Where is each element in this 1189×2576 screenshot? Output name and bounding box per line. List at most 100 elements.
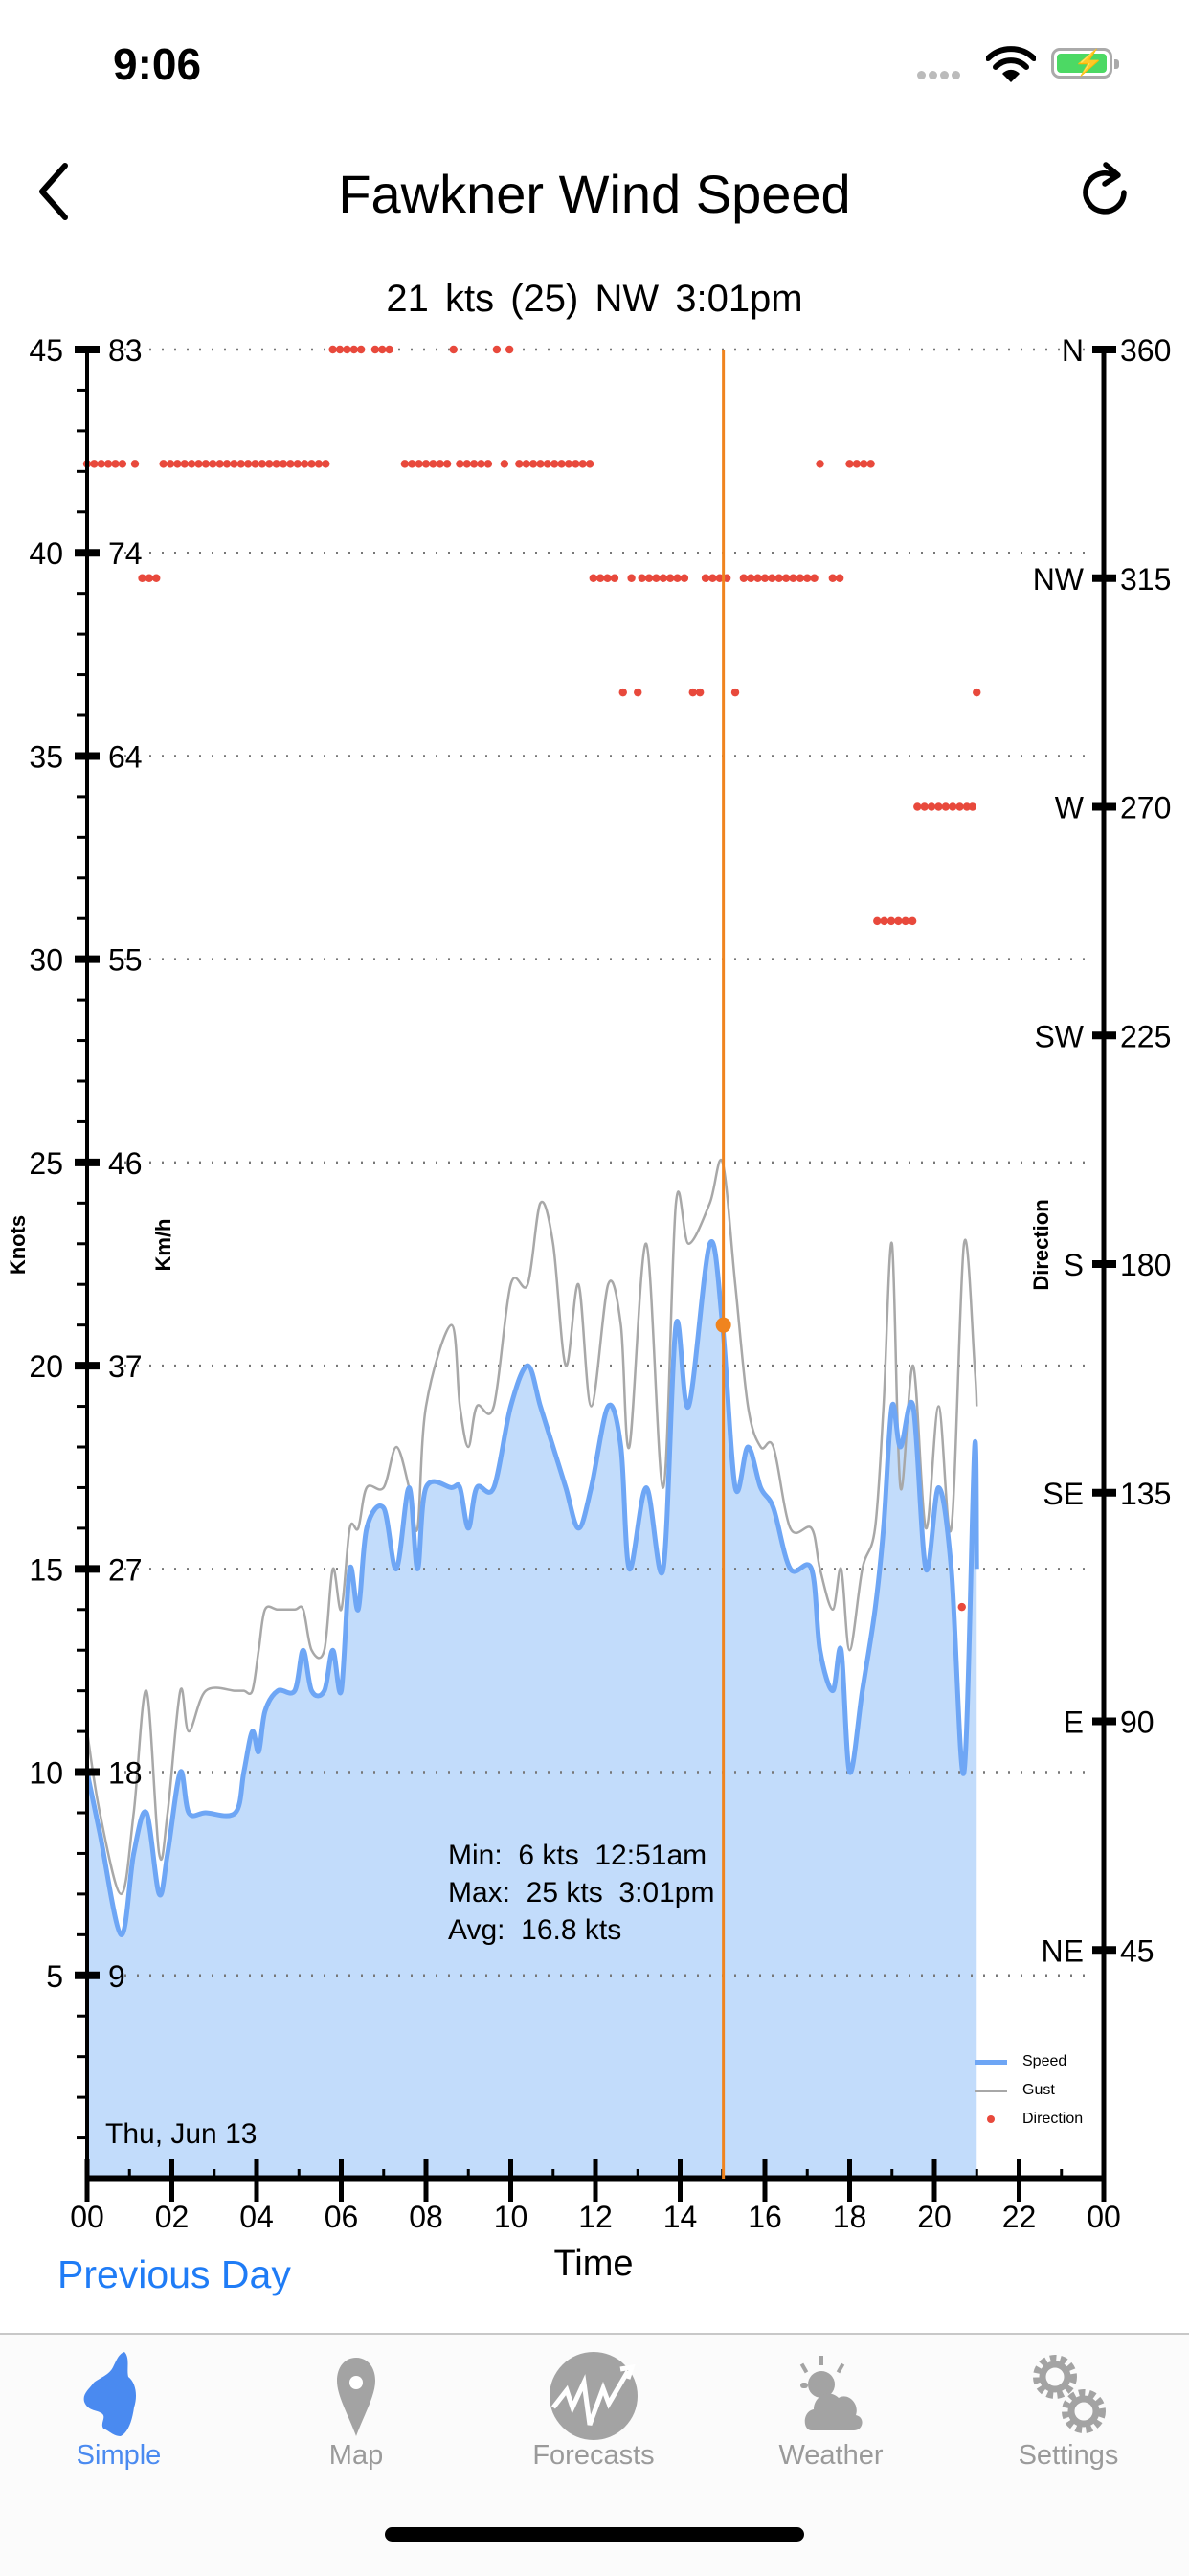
degree-tick-label: 45 xyxy=(1120,1933,1155,1968)
tab-weather[interactable]: Weather xyxy=(712,2335,950,2507)
tab-map-label: Map xyxy=(328,2440,384,2471)
knots-tick-label: 45 xyxy=(29,333,63,368)
direction-point xyxy=(920,802,929,811)
direction-point xyxy=(659,574,667,582)
forecast-graph-icon xyxy=(550,2352,638,2440)
direction-point xyxy=(774,574,783,582)
previous-day-link[interactable]: Previous Day xyxy=(57,2252,291,2296)
tab-forecasts[interactable]: Forecasts xyxy=(475,2335,712,2507)
direction-point xyxy=(665,574,675,582)
compass-tick-label: NE xyxy=(1042,1933,1084,1968)
direction-point xyxy=(913,802,922,811)
direction-point xyxy=(515,460,524,468)
direction-point xyxy=(209,460,217,468)
direction-point xyxy=(835,574,844,582)
direction-point xyxy=(901,916,909,926)
direction-point xyxy=(955,802,964,811)
direction-point xyxy=(300,460,309,468)
direction-point xyxy=(378,345,387,354)
degree-tick-label: 90 xyxy=(1120,1706,1155,1740)
tab-map[interactable]: Map xyxy=(237,2335,475,2507)
direction-point xyxy=(873,916,882,926)
direction-point xyxy=(328,345,337,354)
direction-point xyxy=(307,460,316,468)
direction-point xyxy=(695,688,705,697)
direction-point xyxy=(880,916,888,926)
direction-point xyxy=(449,345,458,354)
current-readout: 21 kts (25) NW 3:01pm xyxy=(386,278,803,320)
y-axis-title-kmh: Km/h xyxy=(151,1219,175,1272)
tab-simple[interactable]: Simple xyxy=(0,2335,237,2507)
direction-point xyxy=(258,460,267,468)
tab-bar: Simple Map Forecasts Weather Settings xyxy=(0,2333,1189,2576)
gust-line xyxy=(85,1158,978,1896)
kmh-tick-label: 64 xyxy=(108,739,143,774)
direction-point xyxy=(194,460,203,468)
direction-point xyxy=(796,574,805,582)
degree-tick-label: 315 xyxy=(1120,562,1171,597)
map-pin-icon xyxy=(337,2358,375,2436)
x-tick-label: 14 xyxy=(663,2200,698,2234)
direction-point xyxy=(627,574,636,582)
direction-point xyxy=(886,916,896,926)
compass-tick-label: SW xyxy=(1034,1019,1084,1053)
degree-tick-label: 270 xyxy=(1120,791,1171,825)
stats-box: Min: 6 kts 12:51am Max: 25 kts 3:01pm Av… xyxy=(448,1837,714,1949)
direction-point xyxy=(816,460,824,468)
speed-area-fill xyxy=(87,1241,977,2179)
direction-point xyxy=(634,688,642,697)
kmh-tick-label: 83 xyxy=(108,333,143,368)
direction-point xyxy=(505,345,514,354)
direction-point xyxy=(585,460,594,468)
direction-point xyxy=(680,574,689,582)
legend-gust-swatch xyxy=(975,2090,1007,2092)
x-tick-label: 04 xyxy=(239,2200,274,2234)
compass-tick-label: N xyxy=(1062,333,1084,368)
direction-point xyxy=(500,460,509,468)
direction-point xyxy=(408,460,416,468)
direction-point xyxy=(152,574,161,582)
direction-point xyxy=(421,460,431,468)
direction-point xyxy=(934,802,943,811)
x-tick-label: 08 xyxy=(409,2200,443,2234)
tab-forecasts-label: Forecasts xyxy=(532,2440,655,2471)
back-chevron-icon[interactable] xyxy=(33,158,80,225)
compass-tick-label: E xyxy=(1064,1706,1084,1740)
direction-point xyxy=(701,574,710,582)
refresh-icon[interactable] xyxy=(1074,161,1137,224)
direction-point xyxy=(118,460,127,468)
direction-point xyxy=(962,802,972,811)
direction-point xyxy=(908,916,917,926)
direction-point xyxy=(385,345,393,354)
kmh-tick-label: 37 xyxy=(108,1349,143,1384)
direction-point xyxy=(90,460,99,468)
direction-point xyxy=(557,460,566,468)
direction-point xyxy=(477,460,485,468)
direction-point xyxy=(222,460,232,468)
legend-speed-label: Speed xyxy=(1022,2053,1067,2069)
direction-point xyxy=(349,345,358,354)
direction-point xyxy=(97,460,105,468)
compass-tick-label: SE xyxy=(1043,1477,1084,1511)
direction-point xyxy=(335,345,345,354)
direction-point xyxy=(230,460,238,468)
direction-point xyxy=(145,574,154,582)
knots-tick-label: 40 xyxy=(29,536,63,571)
status-time: 9:06 xyxy=(113,39,202,89)
direction-point xyxy=(572,460,580,468)
tab-settings[interactable]: Settings xyxy=(950,2335,1187,2507)
x-tick-label: 12 xyxy=(578,2200,613,2234)
direction-point xyxy=(603,574,612,582)
direction-point xyxy=(322,460,330,468)
kmh-tick-label: 27 xyxy=(108,1552,143,1587)
x-axis-title: Time xyxy=(553,2244,633,2284)
knots-tick-label: 20 xyxy=(29,1349,63,1384)
knots-tick-label: 10 xyxy=(29,1756,63,1791)
kmh-tick-label: 9 xyxy=(108,1959,125,1994)
x-tick-label: 16 xyxy=(748,2200,782,2234)
kmh-tick-label: 55 xyxy=(108,943,143,978)
direction-point xyxy=(286,460,295,468)
direction-point xyxy=(652,574,661,582)
direction-point xyxy=(343,345,351,354)
